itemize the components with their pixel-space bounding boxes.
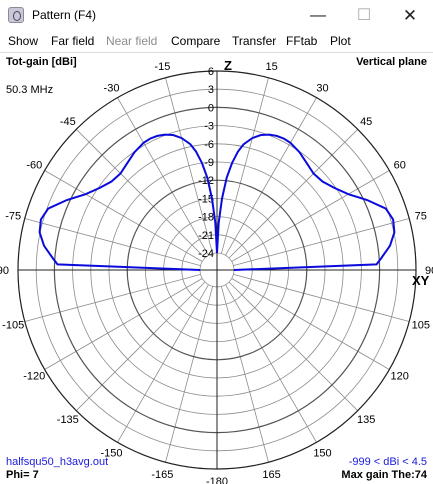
radial-tick-label: -18: [198, 212, 214, 224]
angle-tick-label: -15: [154, 61, 170, 73]
polar-plot-area[interactable]: 6 3 0 -3 -6 -9 -12 -15 -18 -21 -24 -15 15 -30 30 -45 45-…: [0, 52, 433, 484]
menu-near-field: Near field: [106, 34, 158, 48]
max-gain-label: Max gain The:74: [341, 469, 427, 481]
angle-tick-label: 30: [316, 82, 328, 94]
radial-tick-label: -15: [198, 193, 214, 205]
menu-fftab[interactable]: FFtab: [286, 34, 318, 48]
angle-tick-label: 15: [265, 61, 277, 73]
radial-tick-label: -6: [204, 139, 214, 151]
angle-tick-label: 135: [357, 414, 375, 426]
menu-compare[interactable]: Compare: [171, 34, 221, 48]
title-bar: Pattern (F4) — ☐ ✕: [0, 0, 433, 31]
polar-plot[interactable]: 630-3-6-9-12-15-18-21-24-15 15-30 30-45 45-…: [0, 53, 433, 484]
gain-type-label: Tot-gain [dBi]: [6, 56, 77, 68]
filename-label: halfsqu50_h3avg.out: [6, 456, 108, 468]
menu-transfer[interactable]: Transfer: [232, 34, 277, 48]
angle-tick-label: -30: [104, 82, 120, 94]
app-icon: [8, 7, 24, 23]
window-title: Pattern (F4): [32, 8, 97, 22]
radial-tick-label: 3: [208, 84, 214, 96]
range-label: -999 < dBi < 4.5: [349, 456, 427, 468]
angle-tick-label: -45: [60, 116, 76, 128]
menu-plot[interactable]: Plot: [330, 34, 351, 48]
angle-tick-label: -150: [100, 448, 122, 460]
angle-tick-label: -135: [57, 414, 79, 426]
z-axis-label: Z: [224, 58, 232, 73]
radial-tick-label: 0: [208, 102, 214, 114]
angle-tick-label: 75: [415, 210, 427, 222]
angle-tick-label: 105: [412, 320, 430, 332]
radial-tick-label: -21: [198, 230, 214, 242]
phi-label: Phi= 7: [6, 469, 39, 481]
radial-tick-label: 6: [208, 66, 214, 78]
menu-bar: Show Far field Near field Compare Transf…: [0, 31, 433, 51]
polar-grid: [17, 70, 417, 470]
menu-show[interactable]: Show: [8, 34, 39, 48]
minimize-button[interactable]: —: [310, 7, 326, 24]
plane-label: Vertical plane: [356, 56, 427, 68]
xy-axis-label: XY: [412, 273, 430, 288]
radial-tick-label: -24: [198, 248, 214, 260]
angle-tick-label: -105: [2, 320, 24, 332]
angle-tick-label: 150: [313, 448, 331, 460]
angle-tick-label: -60: [26, 160, 42, 172]
close-button[interactable]: ✕: [402, 6, 418, 25]
angle-tick-label: -180: [206, 476, 228, 484]
angle-tick-label: -90: [0, 265, 9, 277]
angle-tick-label: -120: [23, 371, 45, 383]
maximize-button: ☐: [356, 7, 372, 24]
radial-tick-label: -3: [204, 121, 214, 133]
radial-tick-label: -12: [198, 175, 214, 187]
polar-labels: 630-3-6-9-12-15-18-21-24-15 15-30 30-45 45-…: [0, 61, 433, 484]
angle-tick-label: -75: [5, 210, 21, 222]
angle-tick-label: 60: [394, 160, 406, 172]
angle-tick-label: 45: [360, 116, 372, 128]
angle-tick-label: 120: [391, 371, 409, 383]
angle-tick-label: 165: [262, 469, 280, 481]
angle-tick-label: 90: [425, 265, 433, 277]
angle-tick-label: -165: [151, 469, 173, 481]
menu-far-field[interactable]: Far field: [51, 34, 95, 48]
radial-tick-label: -9: [204, 157, 214, 169]
frequency-label: 50.3 MHz: [6, 84, 53, 96]
gain-trace: [38, 133, 396, 271]
